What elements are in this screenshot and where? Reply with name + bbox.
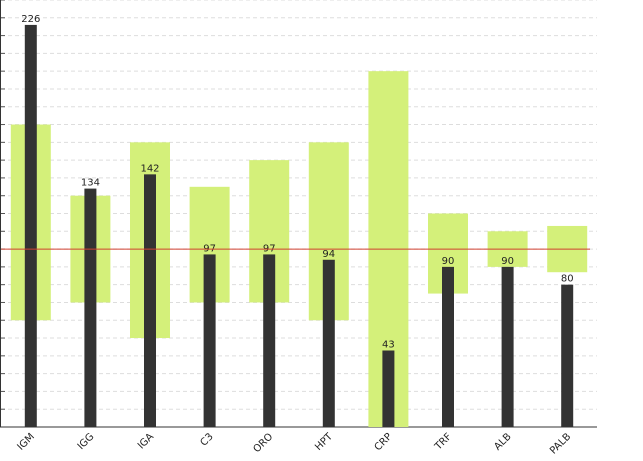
x-tick-label: CRP	[373, 431, 395, 453]
x-tick-label: C3	[198, 431, 215, 448]
x-tick-label: TRF	[432, 431, 454, 453]
x-tick-label: IGM	[15, 431, 36, 452]
data-label: 134	[81, 178, 100, 189]
data-label: 94	[322, 249, 335, 260]
data-label: 43	[382, 339, 395, 350]
bar	[382, 350, 395, 427]
x-tick-label: ORO	[251, 431, 275, 455]
data-label: 142	[140, 163, 159, 174]
bar	[144, 174, 156, 427]
data-label: 226	[21, 14, 40, 25]
x-tick-label: IGG	[76, 431, 97, 452]
bar	[501, 266, 514, 427]
bar	[203, 254, 216, 427]
x-tick-label: ALB	[492, 431, 514, 453]
bar	[84, 188, 97, 427]
data-label: 90	[442, 256, 455, 267]
bar	[24, 24, 37, 428]
bar	[442, 266, 454, 427]
bar	[322, 259, 335, 427]
x-tick-label: IGA	[136, 431, 156, 451]
bar	[263, 254, 276, 427]
x-tick-label: PALB	[548, 431, 573, 456]
data-label: 90	[501, 256, 514, 267]
x-tick-label: HPT	[313, 431, 335, 453]
data-label: 80	[561, 274, 574, 285]
bar	[561, 284, 574, 427]
